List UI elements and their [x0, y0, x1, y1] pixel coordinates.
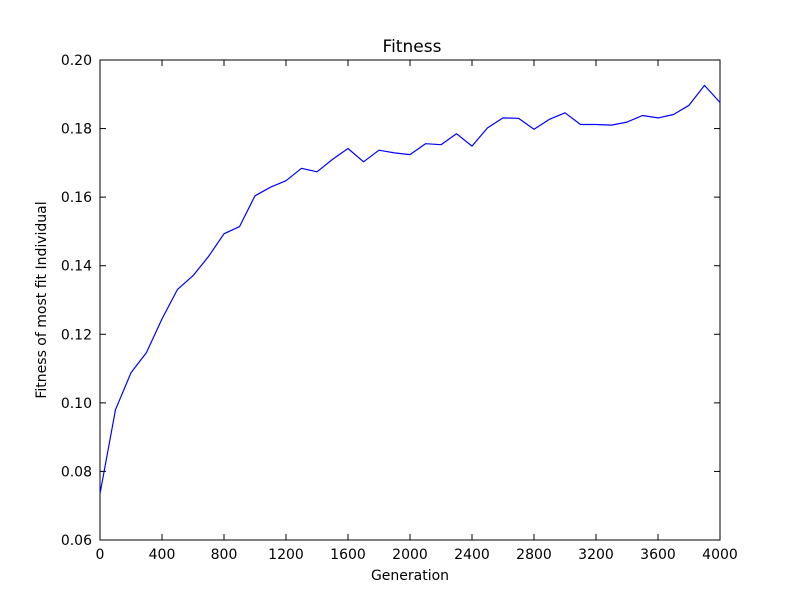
y-tick-label: 0.16 — [61, 190, 92, 206]
x-tick-label: 2800 — [516, 547, 552, 563]
x-tick-label: 3600 — [640, 547, 676, 563]
y-tick-label: 0.14 — [61, 259, 92, 275]
y-tick-label: 0.20 — [61, 53, 92, 69]
y-axis-title: Fitness of most fit Individual — [34, 201, 50, 398]
axis-ticks — [99, 59, 721, 541]
series-layer — [99, 84, 721, 494]
y-tick-label: 0.18 — [61, 122, 92, 138]
x-tick-label: 1200 — [268, 547, 304, 563]
x-tick-label: 0 — [96, 547, 105, 563]
x-tick-label: 800 — [211, 547, 238, 563]
tick-labels: 0 400 800 1200 1600 2000 2400 2800 3200 3600 4000 0… — [61, 53, 738, 563]
series-line — [99, 84, 721, 494]
x-tick-label: 400 — [149, 547, 176, 563]
x-axis-title: Generation — [371, 568, 449, 584]
plot-area — [99, 59, 721, 541]
y-tick-label: 0.12 — [61, 327, 92, 343]
x-tick-label: 4000 — [702, 547, 738, 563]
x-tick-label: 3200 — [578, 547, 614, 563]
y-tick-label: 0.08 — [61, 464, 92, 480]
x-tick-label: 2400 — [454, 547, 490, 563]
y-tick-label: 0.10 — [61, 396, 92, 412]
y-tick-label: 0.06 — [61, 533, 92, 549]
x-tick-label: 1600 — [330, 547, 366, 563]
chart-title: Fitness — [383, 37, 442, 57]
x-tick-label: 2000 — [392, 547, 428, 563]
